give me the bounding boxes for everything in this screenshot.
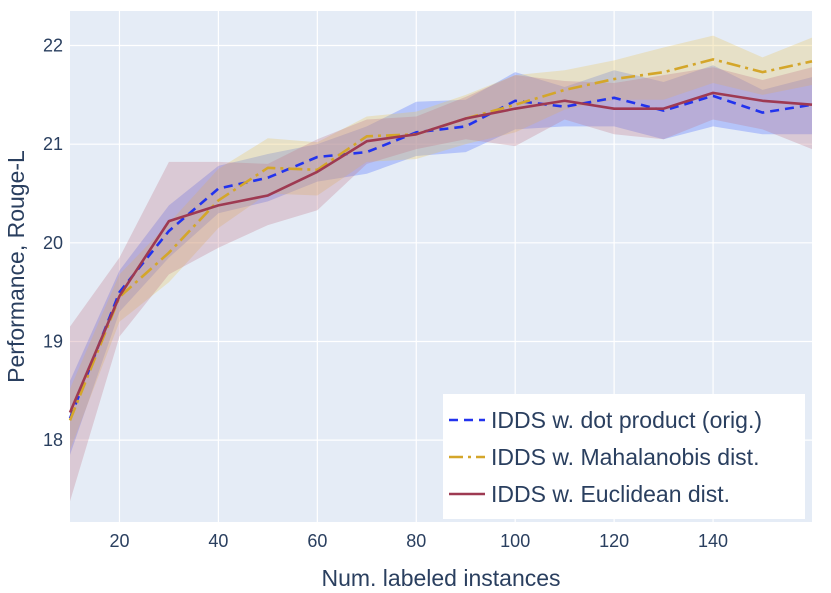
y-tick-label-0: 18 xyxy=(43,430,63,450)
x-axis-title: Num. labeled instances xyxy=(321,565,560,591)
x-tick-label-0: 20 xyxy=(109,531,129,551)
grid xyxy=(70,11,812,522)
y-tick-label-1: 19 xyxy=(43,331,63,351)
x-tick-label-3: 80 xyxy=(406,531,426,551)
y-tick-labels: 18 19 20 21 22 xyxy=(43,36,63,451)
legend-label-2: IDDS w. Euclidean dist. xyxy=(491,481,730,507)
band-series-0 xyxy=(70,65,812,455)
x-tick-label-4: 100 xyxy=(500,531,530,551)
y-tick-label-4: 22 xyxy=(43,36,63,56)
line-series-2 xyxy=(68,91,813,414)
band-series-1 xyxy=(70,35,812,450)
series-lines xyxy=(68,58,813,421)
x-tick-label-1: 40 xyxy=(208,531,228,551)
band-series-2 xyxy=(70,67,812,502)
legend-box xyxy=(443,394,805,519)
line-series-0 xyxy=(68,94,813,419)
x-tick-label-5: 120 xyxy=(599,531,629,551)
legend-label-1: IDDS w. Mahalanobis dist. xyxy=(491,444,759,470)
confidence-bands xyxy=(70,35,812,502)
x-tick-labels: 20 40 60 80 100 120 140 xyxy=(109,531,728,551)
legend-label-0: IDDS w. dot product (orig.) xyxy=(491,407,762,433)
legend: IDDS w. dot product (orig.) IDDS w. Mahal… xyxy=(443,394,805,519)
y-tick-label-2: 20 xyxy=(43,233,63,253)
y-tick-label-3: 21 xyxy=(43,134,63,154)
x-tick-label-2: 60 xyxy=(307,531,327,551)
x-tick-label-6: 140 xyxy=(698,531,728,551)
y-axis-title: Performance, Rouge-L xyxy=(3,150,29,383)
